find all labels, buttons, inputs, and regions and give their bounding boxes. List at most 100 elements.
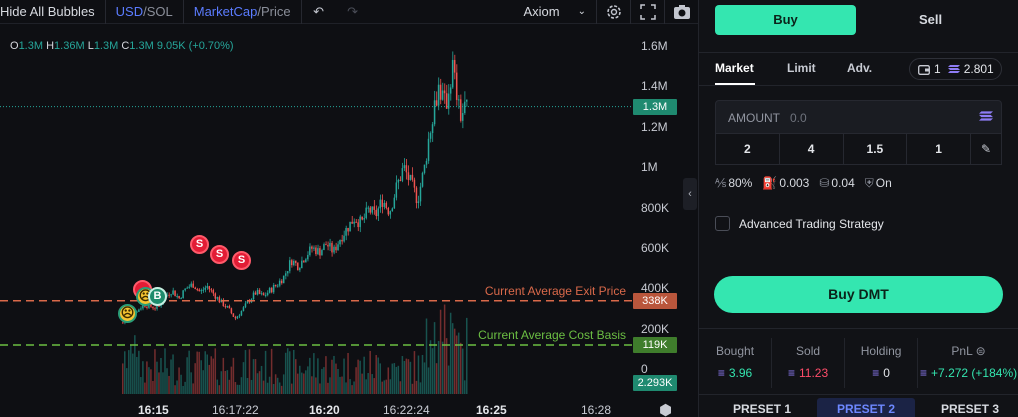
toggle-icon: ⊜ [975,344,986,358]
volume-bar [266,382,269,394]
candle [184,288,186,291]
tab-market[interactable]: Market [715,61,754,75]
stat-value: ≡ 11.23 [787,366,829,380]
candle [270,288,273,293]
price-chart[interactable]: Current Average Exit Price Current Avera… [0,25,698,401]
collapse-panel-button[interactable]: ‹ [683,178,697,210]
candle [465,99,468,102]
fullscreen-button[interactable] [630,0,664,24]
volume-bar [228,379,231,394]
candle [377,208,379,217]
sell-tab[interactable]: Sell [918,12,943,27]
tab-advanced[interactable]: Adv. [847,61,873,75]
candle [355,221,357,223]
volume-bar [375,355,377,394]
volume-bar [333,355,335,394]
hide-bubbles-button[interactable]: Hide All Bubbles [0,0,106,24]
redo-icon: ↷ [347,3,359,19]
preset-amount-button[interactable]: 2 [716,134,780,164]
tab-preset-1[interactable]: PRESET 1 [732,402,792,416]
candle [437,84,440,106]
sell-bubble[interactable]: S [190,235,209,254]
volume-bar [234,382,237,394]
screenshot-button[interactable] [664,0,698,24]
candle [214,293,217,299]
volume-bar [369,350,371,394]
volume-bar [439,309,442,394]
volume-bar [417,355,420,394]
candle [379,199,381,209]
exit-price-line-label: Current Average Exit Price [485,284,627,298]
candle [182,290,184,299]
candle [274,284,277,286]
volume-bar [347,352,349,394]
candle [427,138,430,161]
volume-bar [309,357,311,394]
tab-limit[interactable]: Limit [787,61,816,75]
ohlc-open-label: O [10,40,19,52]
volume-bar [441,341,444,394]
volume-bar [431,348,434,394]
volume-bar [196,351,198,394]
buy-tab[interactable]: Buy [715,5,856,35]
trade-settings[interactable]: ⅍ 80% ⛽ 0.003 ⛁ 0.04 ⛨ On [715,176,892,191]
trader-avatar-bubble[interactable]: ☹ [118,304,137,323]
edit-presets-button[interactable]: ✎ [971,134,1001,164]
marketcap-price-toggle[interactable]: MarketCap/Price [184,0,302,24]
volume-bar [327,382,329,394]
y-axis-tick-label: 600K [641,240,670,255]
volume-bar [331,359,333,394]
provider-select[interactable]: Axiom ⌄ [513,0,596,24]
volume-bar [421,354,424,394]
volume-bar [359,360,361,394]
amount-input[interactable] [790,108,950,128]
stat-pnl[interactable]: PnL ⊜ ≡ +7.272 (+184%) [918,338,1018,388]
candle [176,295,178,297]
volume-bar [349,379,351,394]
volume-bar [407,359,410,394]
currency-toggle[interactable]: USD/SOL [106,0,184,24]
preset-amount-button[interactable]: 1.5 [844,134,908,164]
shield-icon: ⛨ [864,176,874,190]
settings-button[interactable] [596,0,630,24]
buy-button[interactable]: Buy DMT [714,276,1003,313]
candle [397,179,400,183]
undo-button[interactable]: ↶ [302,0,336,24]
redo-button[interactable]: ↷ [336,0,370,24]
candle [351,221,353,224]
volume-bar [178,367,180,394]
x-axis-tick-label: 16:15 [138,403,169,417]
volume-bar [453,328,456,394]
wallet-count: 1 [934,62,941,76]
candle [415,187,418,204]
volume-bar [355,367,357,394]
preset-amount-button[interactable]: 1 [907,134,971,164]
volume-bar [210,356,213,394]
stat-bought: Bought ≡ 3.96 [699,338,773,388]
position-stats: Bought ≡ 3.96 Sold ≡ 11.23 Holding ≡ 0 PnL … [699,338,1018,388]
x-axis-tick-label: 16:22:24 [383,403,430,417]
candle [385,202,388,208]
volume-bar [202,370,204,394]
candle [122,322,124,324]
preset-amounts: 2 4 1.5 1 ✎ [715,134,1002,165]
candle [150,303,152,307]
volume-bar [214,348,217,394]
tab-preset-2[interactable]: PRESET 2 [817,398,915,417]
preset-amount-button[interactable]: 4 [780,134,844,164]
advanced-strategy-checkbox[interactable] [715,216,730,231]
volume-bar [391,363,394,394]
wallet-selector[interactable]: 1 2.801 [909,58,1002,80]
sell-bubble[interactable]: S [232,251,251,270]
sell-bubble[interactable]: S [210,245,229,264]
buy-bubble[interactable]: B [148,287,167,306]
volume-bar [343,358,345,394]
candle [373,206,375,210]
candle [357,222,359,228]
volume-bar [134,335,136,394]
y-axis-tick-label: 1.4M [641,79,668,94]
candle [194,287,196,290]
tab-preset-3[interactable]: PRESET 3 [940,402,1000,416]
volume-bar [385,379,388,394]
candle [341,239,343,242]
